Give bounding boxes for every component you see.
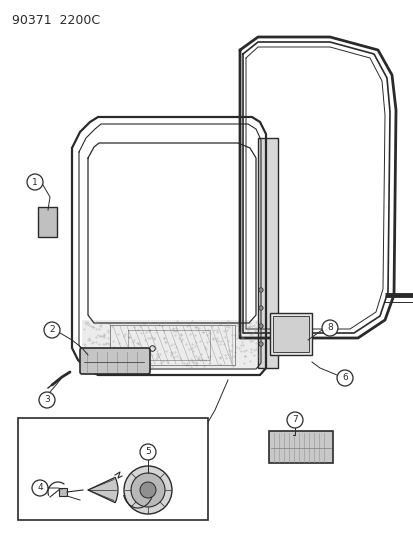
Text: 2: 2 [49,326,55,335]
FancyBboxPatch shape [18,418,207,520]
Circle shape [258,306,263,310]
Ellipse shape [124,466,171,514]
FancyBboxPatch shape [38,207,57,237]
Circle shape [286,412,302,428]
Circle shape [258,342,263,346]
FancyBboxPatch shape [269,313,311,355]
Circle shape [44,322,60,338]
Text: 90371  2200C: 90371 2200C [12,14,100,27]
Text: 6: 6 [341,374,347,383]
Text: 1: 1 [32,177,38,187]
Circle shape [258,324,263,328]
Text: 5: 5 [145,448,150,456]
Wedge shape [88,478,118,503]
Text: 8: 8 [326,324,332,333]
Text: 7: 7 [292,416,297,424]
Circle shape [321,320,337,336]
Text: 4: 4 [37,483,43,492]
FancyBboxPatch shape [80,348,150,374]
Circle shape [27,174,43,190]
Text: 3: 3 [44,395,50,405]
Polygon shape [257,138,277,368]
FancyBboxPatch shape [272,316,308,352]
FancyBboxPatch shape [59,489,67,497]
Circle shape [140,482,156,498]
Polygon shape [82,320,261,368]
Circle shape [32,480,48,496]
FancyBboxPatch shape [268,431,332,463]
Circle shape [336,370,352,386]
Circle shape [258,288,263,292]
Circle shape [39,392,55,408]
Circle shape [140,444,156,460]
Circle shape [131,473,165,507]
